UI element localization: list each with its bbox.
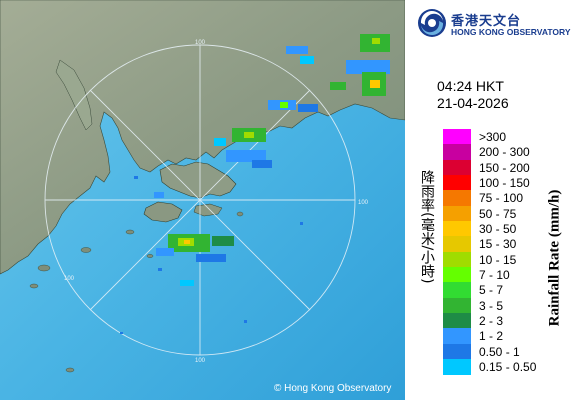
legend-swatch	[443, 144, 471, 160]
small-islands	[29, 211, 244, 373]
rain-echo-scatter	[120, 176, 303, 334]
legend-swatch	[443, 236, 471, 252]
observation-date: 21-04-2026	[437, 95, 509, 111]
observation-time: 04:24 HKT	[437, 78, 504, 94]
rain-echo-ne	[286, 34, 390, 96]
legend-label: >300	[479, 130, 507, 144]
legend-swatch	[443, 129, 471, 145]
range-label-w: 100	[64, 276, 75, 282]
pearl-river-estuary-land	[55, 59, 93, 131]
legend-label: 50 - 75	[479, 206, 517, 221]
legend-label: 3 - 5	[479, 298, 504, 313]
legend-swatch	[443, 328, 471, 344]
legend-swatch	[443, 282, 471, 298]
legend-label: 30 - 50	[479, 222, 517, 237]
legend-label: 15 - 30	[479, 237, 517, 252]
lantau-island	[143, 201, 183, 223]
rain-echo-south	[154, 192, 234, 286]
legend-label: 150 - 200	[479, 160, 530, 175]
legend-label: 75 - 100	[479, 191, 524, 206]
rain-echo-coast	[214, 100, 318, 168]
legend-label: 1 - 2	[479, 329, 504, 344]
org-name-en: HONG KONG OBSERVATORY	[451, 27, 571, 37]
range-label-n: 100	[195, 40, 206, 46]
legend-label: 5 - 7	[479, 283, 504, 298]
hong-kong-territory	[159, 161, 237, 199]
legend-swatch	[443, 221, 471, 237]
legend-swatch	[443, 205, 471, 222]
radar-map: 100 100 100 100	[0, 0, 405, 400]
legend-title-en: Rainfall Rate (mm/h)	[546, 189, 563, 327]
legend-label: 10 - 15	[479, 252, 517, 267]
range-label-e: 100	[358, 200, 369, 206]
legend-label: 100 - 150	[479, 176, 530, 191]
hko-logo-icon	[418, 9, 446, 37]
hko-logo: 香港天文台 HONG KONG OBSERVATORY	[417, 8, 575, 42]
range-ring-labels: 100 100 100 100	[64, 40, 369, 364]
legend-swatch	[443, 267, 471, 283]
legend-swatch	[443, 251, 471, 268]
legend-swatch	[443, 343, 471, 360]
legend-swatch	[443, 190, 471, 206]
legend-swatch	[443, 359, 471, 375]
org-name-zh: 香港天文台	[451, 14, 522, 29]
legend-label: 2 - 3	[479, 314, 504, 329]
range-rings	[44, 44, 356, 356]
mainland-land	[0, 0, 405, 275]
legend-title-zh: 降雨率(毫米/小時)	[419, 170, 435, 284]
legend-swatch	[443, 313, 471, 329]
legend-swatch	[443, 159, 471, 176]
legend-label: 200 - 300	[479, 145, 530, 160]
range-label-s: 100	[195, 358, 206, 364]
hong-kong-island	[193, 203, 223, 217]
legend-swatch	[443, 175, 471, 191]
info-panel: 香港天文台 HONG KONG OBSERVATORY 04:24 HKT 21…	[405, 0, 577, 400]
legend-label: 7 - 10	[479, 268, 510, 283]
legend-label: 0.50 - 1	[479, 344, 520, 359]
legend-swatch	[443, 297, 471, 314]
legend-label: 0.15 - 0.50	[479, 360, 537, 375]
copyright-notice: © Hong Kong Observatory	[274, 383, 392, 394]
